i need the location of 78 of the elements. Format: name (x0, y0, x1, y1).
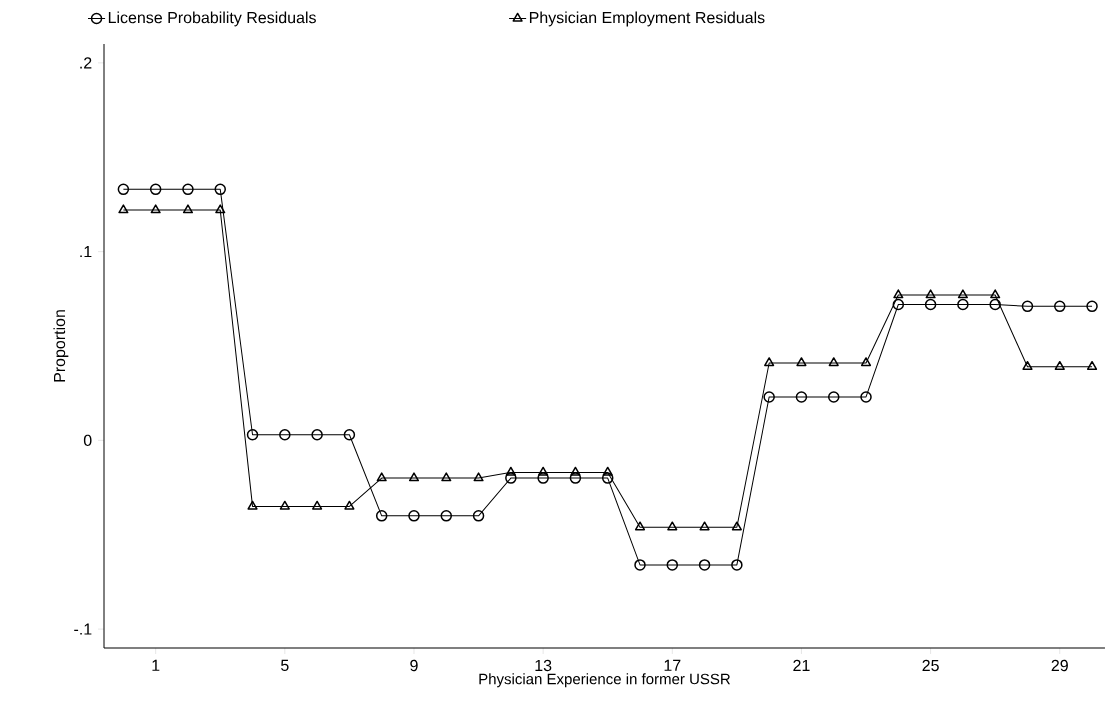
point (150, 204, 161, 214)
point (117, 183, 130, 196)
point (215, 204, 226, 214)
point (375, 510, 388, 522)
point (764, 357, 775, 367)
point (247, 500, 258, 510)
point (1021, 300, 1034, 313)
point (505, 466, 516, 476)
point (989, 298, 1001, 311)
point (343, 428, 356, 441)
point (441, 472, 452, 482)
point (893, 289, 904, 299)
point (602, 466, 613, 476)
point (279, 428, 291, 441)
point (505, 472, 517, 484)
legend-label: License Probability Residuals (108, 11, 316, 27)
point (699, 521, 710, 531)
point (892, 298, 905, 311)
point (408, 472, 420, 482)
x-tick-label: 25 (922, 659, 939, 672)
point (408, 510, 420, 522)
point (311, 428, 323, 441)
point (570, 466, 581, 476)
point (990, 289, 1001, 299)
point (537, 472, 549, 484)
x-tick-label: 1 (152, 659, 160, 671)
x-axis-title: Physician Experience in former USSR (479, 673, 731, 688)
y-tick-label: .2 (80, 57, 92, 69)
point (796, 357, 807, 367)
point (569, 472, 582, 484)
point (1022, 361, 1033, 370)
x-tick-label: 5 (281, 659, 289, 671)
y-tick-label: .1 (80, 246, 92, 258)
point (860, 391, 872, 403)
x-tick-label: 21 (793, 659, 810, 671)
point (149, 183, 162, 196)
x-tick-label: 17 (664, 659, 681, 671)
point (667, 521, 678, 531)
point (472, 510, 485, 522)
point (312, 500, 323, 510)
point (924, 298, 937, 311)
point (376, 472, 387, 482)
point (828, 357, 839, 367)
y-tick-label: -.1 (74, 623, 92, 635)
point (214, 183, 226, 196)
legend-label: Physician Employment Residuals (529, 11, 765, 27)
point (957, 289, 968, 299)
point (1086, 300, 1098, 313)
point (666, 559, 679, 571)
point (344, 500, 355, 510)
point (860, 357, 872, 367)
point (634, 521, 646, 531)
x-tick-label: 13 (535, 659, 552, 672)
point (1054, 300, 1066, 313)
point (601, 472, 614, 484)
point (1054, 361, 1065, 370)
point (827, 391, 840, 403)
y-tick-label: 0 (83, 434, 92, 447)
point (731, 559, 743, 571)
point (795, 391, 808, 403)
point (763, 391, 775, 403)
point (1086, 361, 1098, 370)
point (279, 500, 290, 510)
point (473, 472, 484, 482)
point (118, 204, 129, 214)
point (538, 466, 549, 476)
point (731, 521, 742, 531)
x-tick-label: 29 (1051, 659, 1068, 672)
point (957, 298, 969, 311)
point (698, 559, 711, 571)
point (182, 204, 194, 214)
point (246, 428, 259, 441)
point (440, 510, 453, 522)
point (925, 289, 936, 299)
point (182, 183, 194, 196)
x-tick-label: 9 (410, 659, 418, 672)
point (634, 559, 646, 571)
y-axis-title: Proportion (53, 310, 69, 382)
